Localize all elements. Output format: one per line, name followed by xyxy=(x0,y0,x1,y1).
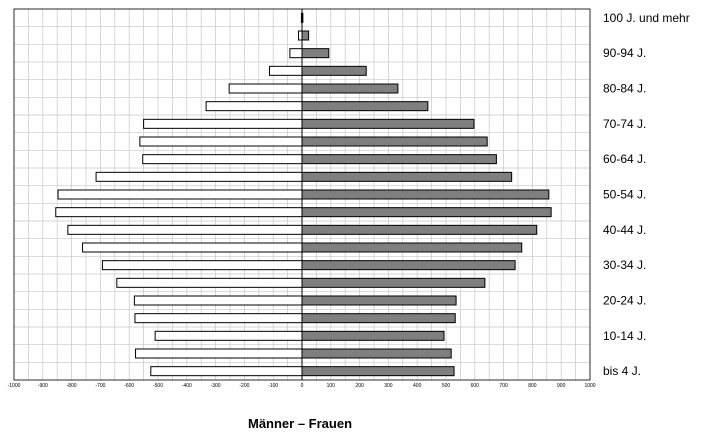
bar-right-7 xyxy=(301,242,523,253)
bar-right-4 xyxy=(301,295,457,306)
x-tick-label: 100 xyxy=(327,383,336,389)
bar-right-10 xyxy=(301,189,550,200)
bar-right-16 xyxy=(301,83,399,94)
category-label: 70-74 J. xyxy=(603,117,646,131)
category-label: 50-54 J. xyxy=(603,188,646,202)
x-tick-label: -500 xyxy=(153,383,163,389)
bar-right-11 xyxy=(301,171,513,182)
bar-right-6 xyxy=(301,260,516,271)
x-tick-label: 600 xyxy=(471,383,480,389)
category-label: 20-24 J. xyxy=(603,294,646,308)
bar-left-5 xyxy=(116,277,303,288)
x-tick-label: -400 xyxy=(182,383,192,389)
category-label: 60-64 J. xyxy=(603,152,646,166)
bar-right-13 xyxy=(301,136,488,147)
x-tick-label: -1000 xyxy=(8,383,21,389)
x-tick-label: 900 xyxy=(557,383,566,389)
x-tick-label: -300 xyxy=(211,383,221,389)
bar-left-11 xyxy=(95,171,303,182)
bar-left-18 xyxy=(289,48,303,59)
category-label: 10-14 J. xyxy=(603,329,646,343)
x-axis-label: Männer – Frauen xyxy=(247,416,353,431)
bar-left-16 xyxy=(228,83,303,94)
bar-right-19 xyxy=(301,30,310,41)
bar-left-15 xyxy=(205,101,303,112)
category-label: 30-34 J. xyxy=(603,258,646,272)
x-tick-label: -900 xyxy=(38,383,48,389)
x-tick-label: -200 xyxy=(239,383,249,389)
x-tick-label: 200 xyxy=(355,383,364,389)
bar-left-6 xyxy=(101,260,303,271)
bar-right-2 xyxy=(301,330,445,341)
bar-right-15 xyxy=(301,101,429,112)
bar-left-9 xyxy=(55,207,303,218)
x-tick-label: 300 xyxy=(384,383,393,389)
bar-left-2 xyxy=(154,330,303,341)
bar-right-3 xyxy=(301,313,456,324)
x-tick-label: 800 xyxy=(528,383,537,389)
x-tick-label: -600 xyxy=(124,383,134,389)
bar-left-19 xyxy=(298,30,303,41)
category-label: 80-84 J. xyxy=(603,82,646,96)
x-tick-label: -800 xyxy=(67,383,77,389)
bar-left-3 xyxy=(134,313,303,324)
bar-right-1 xyxy=(301,348,452,359)
bar-left-10 xyxy=(57,189,303,200)
category-label: 100 J. und mehr xyxy=(603,11,690,25)
x-tick-label: 400 xyxy=(413,383,422,389)
bar-right-8 xyxy=(301,224,538,235)
bar-left-8 xyxy=(67,224,303,235)
x-tick-label: 700 xyxy=(499,383,508,389)
category-label: bis 4 J. xyxy=(603,364,641,378)
bar-right-0 xyxy=(301,366,455,377)
bar-left-0 xyxy=(150,366,303,377)
bar-right-17 xyxy=(301,65,367,76)
bar-left-7 xyxy=(82,242,303,253)
x-tick-label: -100 xyxy=(268,383,278,389)
category-label: 40-44 J. xyxy=(603,223,646,237)
category-label: 90-94 J. xyxy=(603,46,646,60)
x-tick-label: 500 xyxy=(442,383,451,389)
x-tick-label: -700 xyxy=(95,383,105,389)
bar-left-4 xyxy=(133,295,303,306)
bar-left-12 xyxy=(142,154,303,165)
x-tick-label: 1000 xyxy=(584,383,595,389)
bar-right-9 xyxy=(301,207,552,218)
bar-left-14 xyxy=(143,118,303,129)
bar-right-12 xyxy=(301,154,497,165)
bar-right-5 xyxy=(301,277,486,288)
bar-right-18 xyxy=(301,48,330,59)
x-tick-label: 0 xyxy=(301,383,304,389)
bar-left-13 xyxy=(139,136,303,147)
bar-left-1 xyxy=(135,348,303,359)
bar-right-14 xyxy=(301,118,475,129)
bar-left-17 xyxy=(268,65,303,76)
